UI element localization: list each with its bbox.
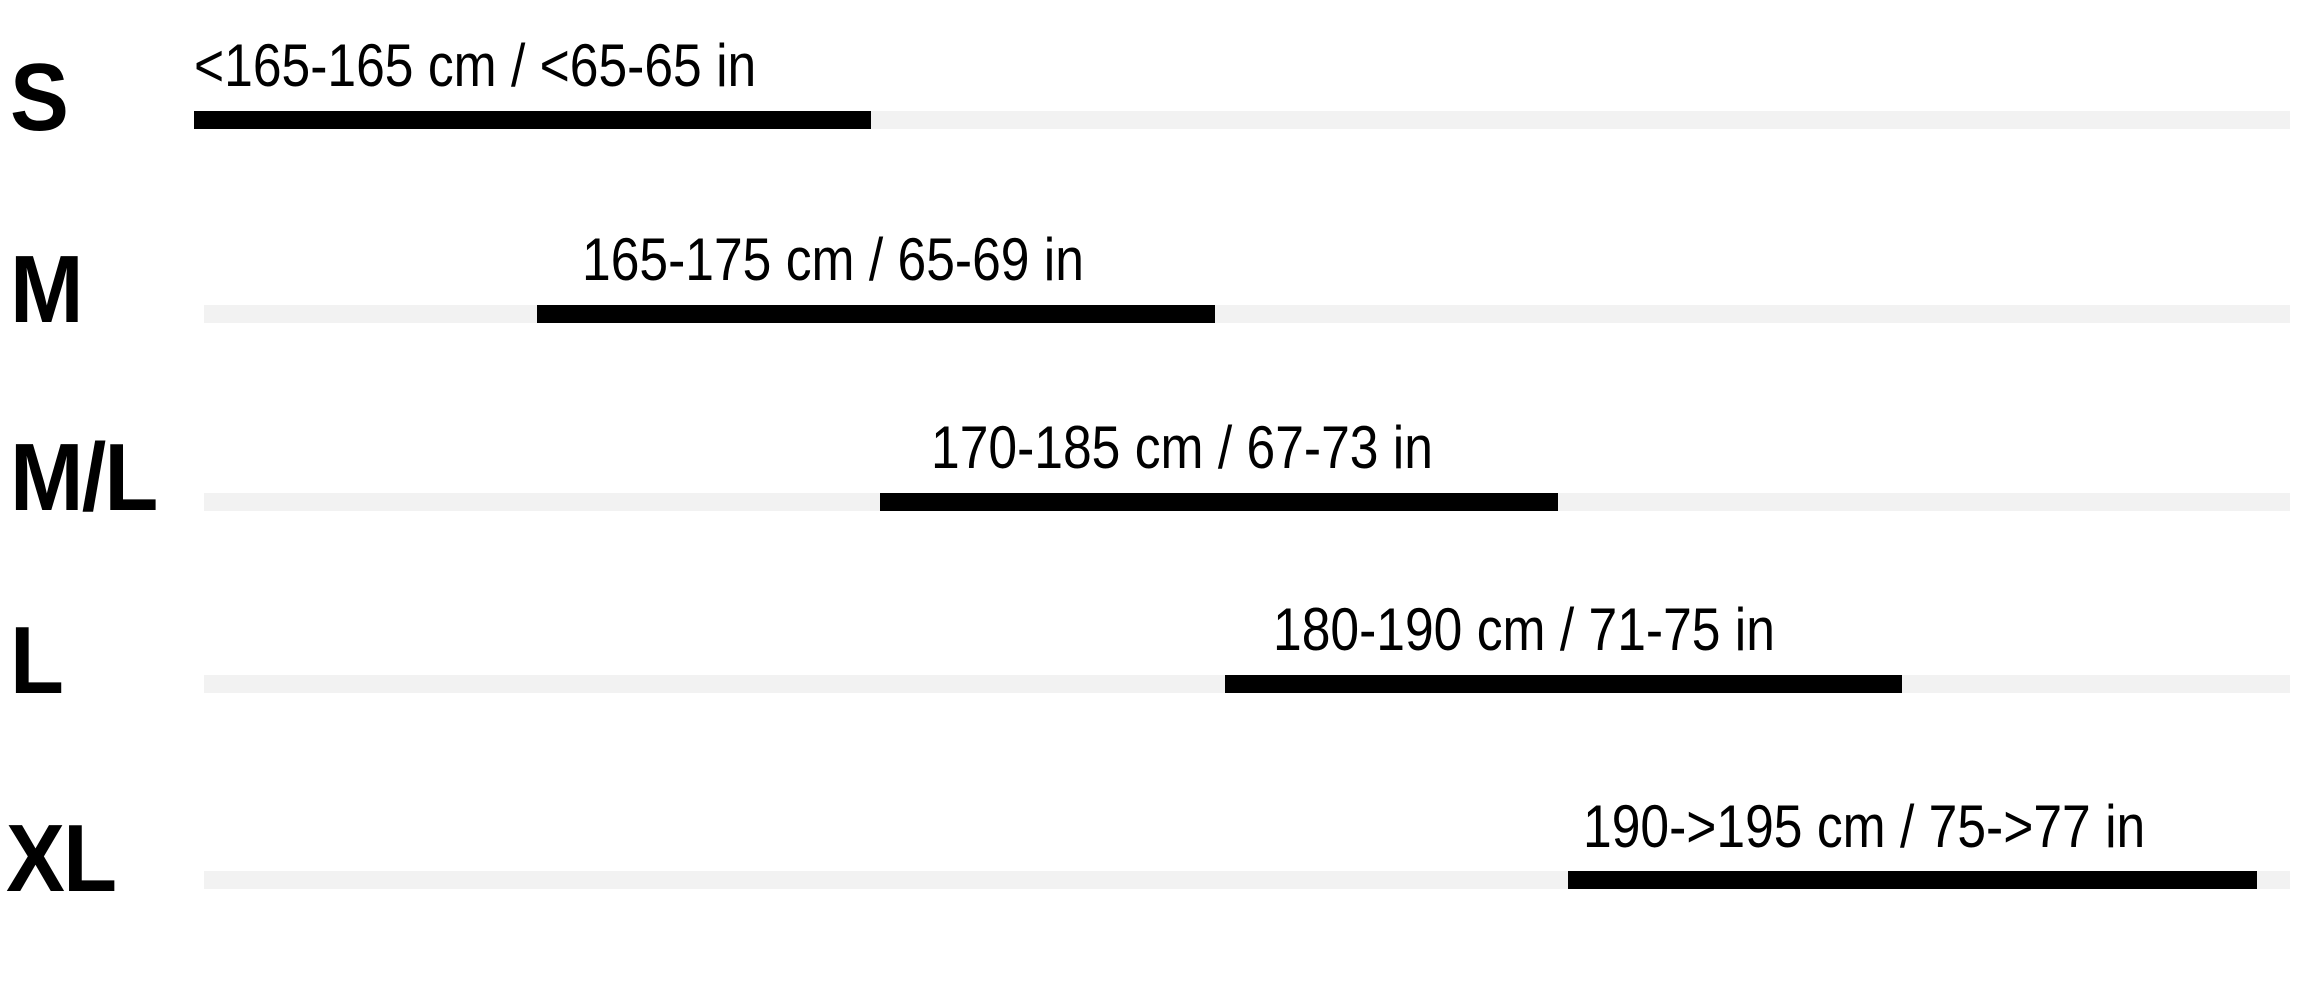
size-label: L [10,607,64,714]
range-label: <165-165 cm / <65-65 in [194,32,757,99]
range-bar [1225,675,1902,693]
range-track [204,305,2290,323]
range-label: 190->195 cm / 75->77 in [1583,793,2146,860]
range-bar [1568,871,2257,889]
range-label: 165-175 cm / 65-69 in [582,226,1084,293]
range-label: 180-190 cm / 71-75 in [1273,596,1775,663]
size-label: XL [6,805,117,912]
size-label: M/L [10,424,158,531]
range-bar [194,111,871,129]
size-label: M [10,236,84,343]
range-bar [880,493,1558,511]
range-bar [537,305,1215,323]
size-label: S [10,44,69,151]
range-label: 170-185 cm / 67-73 in [931,414,1433,481]
